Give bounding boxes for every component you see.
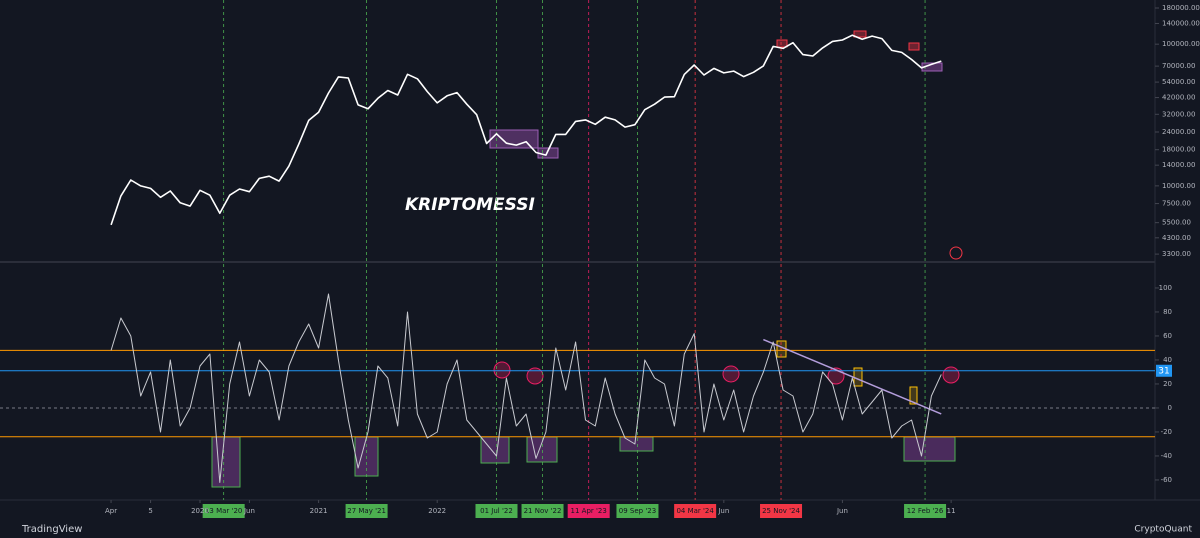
brand-left: TradingView xyxy=(21,524,82,535)
y-tick-label: 10000.00 xyxy=(1162,182,1195,190)
x-tick-label: 2021 xyxy=(310,507,328,515)
box xyxy=(903,436,956,462)
event-label: 04 Mar '24 xyxy=(676,507,714,515)
y-tick-label: 180000.00 xyxy=(1162,4,1200,12)
x-tick-label: 2020 xyxy=(191,507,209,515)
box xyxy=(776,39,788,48)
y-tick-label: 24000.00 xyxy=(1162,128,1195,136)
alert-icon xyxy=(949,246,963,260)
y-tick-label: 0 xyxy=(1168,404,1172,412)
event-label: 12 Feb '26 xyxy=(907,507,944,515)
x-tick-label: 11 xyxy=(947,507,956,515)
level-tag xyxy=(1156,364,1172,377)
circle xyxy=(526,367,544,385)
y-tick-label: 7500.00 xyxy=(1162,200,1191,208)
event-label: 27 May '21 xyxy=(347,507,386,515)
event-label-box xyxy=(202,504,245,518)
data-line xyxy=(110,34,942,226)
y-tick-label: 4300.00 xyxy=(1162,234,1191,242)
y-tick-label: -20 xyxy=(1161,428,1172,436)
event-label-box xyxy=(567,504,610,518)
event-label: 09 Sep '23 xyxy=(619,507,656,515)
y-tick-label: 80 xyxy=(1163,308,1172,316)
y-tick-label: 40 xyxy=(1163,356,1172,364)
event-label-box xyxy=(521,504,564,518)
box xyxy=(909,386,918,405)
y-tick-label: 3300.00 xyxy=(1162,250,1191,258)
trend-line xyxy=(763,338,942,415)
box xyxy=(211,436,241,488)
event-label: 21 Nov '22 xyxy=(524,507,562,515)
y-tick-label: 32000.00 xyxy=(1162,110,1195,118)
y-tick-label: 18000.00 xyxy=(1162,146,1195,154)
circle xyxy=(722,365,740,383)
box xyxy=(526,436,558,463)
box xyxy=(853,30,867,38)
data-line xyxy=(110,293,942,483)
y-tick-label: 140000.00 xyxy=(1162,19,1200,27)
event-label-box xyxy=(616,504,659,518)
y-tick-label: 100 xyxy=(1159,284,1172,292)
event-label-box xyxy=(345,504,388,518)
x-tick-label: Apr xyxy=(105,507,117,515)
y-tick-label: -60 xyxy=(1161,476,1172,484)
x-tick-label: Jun xyxy=(836,507,848,515)
x-tick-label: 5 xyxy=(148,507,152,515)
y-tick-label: 100000.00 xyxy=(1162,40,1200,48)
box xyxy=(908,42,920,51)
event-label-box xyxy=(674,504,717,518)
circle xyxy=(942,366,960,384)
y-tick-label: 14000.00 xyxy=(1162,161,1195,169)
y-tick-label: -40 xyxy=(1161,452,1172,460)
box xyxy=(619,436,654,452)
watermark: KRIPTOMESSI xyxy=(405,195,535,215)
x-tick-label: 2022 xyxy=(428,507,446,515)
event-label: 01 Jul '22 xyxy=(480,507,513,515)
brand-right: CryptoQuant xyxy=(1134,525,1192,535)
event-label-box xyxy=(475,504,518,518)
event-label-box xyxy=(760,504,803,518)
y-tick-label: 70000.00 xyxy=(1162,62,1195,70)
x-tick-label: Jun xyxy=(243,507,255,515)
y-tick-label: 5500.00 xyxy=(1162,219,1191,227)
event-label: 13 Mar '20 xyxy=(205,507,242,515)
box xyxy=(489,129,539,149)
x-tick-label: Jun xyxy=(717,507,729,515)
event-label: 11 Apr '23 xyxy=(571,507,607,515)
y-tick-label: 54000.00 xyxy=(1162,78,1195,86)
box xyxy=(480,436,510,464)
y-tick-label: 60 xyxy=(1163,332,1172,340)
level-tag-label: 31 xyxy=(1158,366,1169,376)
circle xyxy=(493,361,511,379)
y-tick-label: 42000.00 xyxy=(1162,94,1195,102)
y-tick-label: 20 xyxy=(1163,380,1172,388)
event-label-box xyxy=(904,504,947,518)
event-label: 25 Nov '24 xyxy=(762,507,800,515)
